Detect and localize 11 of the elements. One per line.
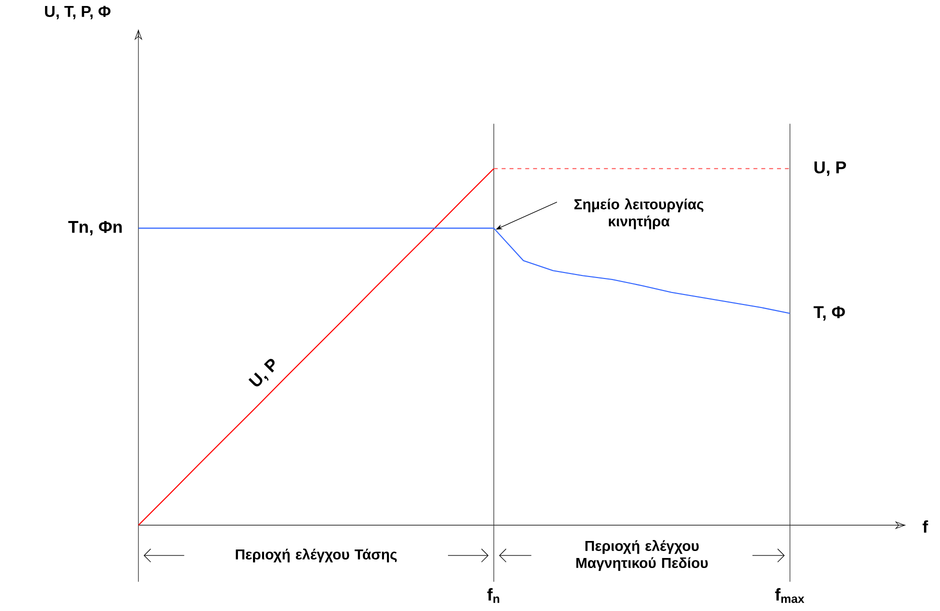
text: Tn, Φn bbox=[68, 220, 122, 236]
series-label: U, P bbox=[814, 161, 846, 176]
text: U, P bbox=[248, 358, 275, 386]
text: Περιοχή ελέγχου Μαγνητικού Πεδίου bbox=[576, 540, 708, 571]
series-label: T, Φ bbox=[814, 306, 845, 321]
text: U, T, P, Φ bbox=[45, 6, 110, 20]
x-tick-label: f$_{max}$ bbox=[775, 588, 804, 603]
x-tick-label: f$_{n}$ bbox=[487, 588, 500, 603]
annotation: Σημείο λειτουργίας κινητήρα bbox=[574, 198, 704, 230]
text: Περιοχή ελέγχου Τάσης bbox=[236, 548, 397, 562]
text: f bbox=[922, 520, 928, 533]
